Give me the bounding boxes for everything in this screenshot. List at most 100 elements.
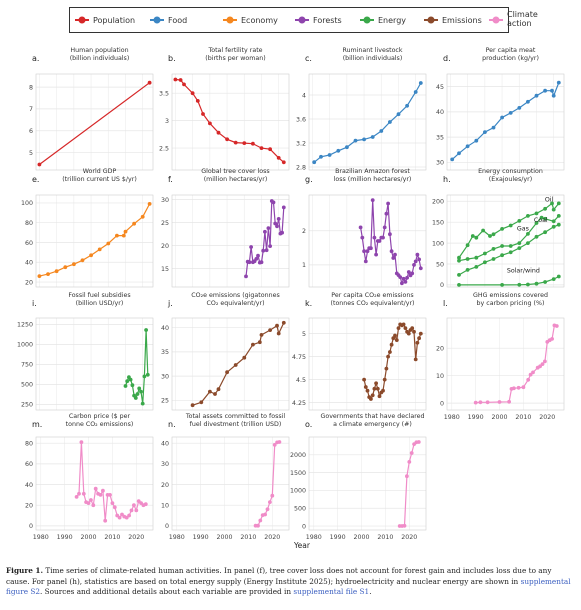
data-point xyxy=(556,214,561,218)
data-point xyxy=(543,206,547,211)
data-point xyxy=(534,93,539,98)
data-point xyxy=(263,512,267,517)
series xyxy=(362,322,423,401)
data-point xyxy=(374,381,378,386)
data-point xyxy=(140,214,145,219)
plot-frame xyxy=(35,317,154,411)
panel-letter: f. xyxy=(168,175,173,184)
y-tick-label: 20 xyxy=(161,482,169,489)
data-point xyxy=(358,225,363,230)
data-point xyxy=(407,460,412,464)
data-point xyxy=(538,364,542,369)
data-point xyxy=(365,388,370,393)
data-point xyxy=(115,233,119,238)
series xyxy=(358,198,423,286)
series-line xyxy=(39,82,150,165)
data-point xyxy=(473,400,478,405)
data-point xyxy=(481,228,485,233)
panel-title-line-1: Energy consumption xyxy=(478,168,543,175)
panel-b: b. Total fertility rate(births per woman)… xyxy=(159,47,290,171)
data-point xyxy=(144,328,149,332)
data-point xyxy=(133,396,138,400)
plot-area xyxy=(36,74,153,170)
x-tick-label: 1990 xyxy=(193,534,209,541)
panel-letter: k. xyxy=(305,299,312,308)
panel-title-line-2: CO₂ equivalent/yr) xyxy=(206,300,264,307)
x-tick-label: 2020 xyxy=(401,534,417,541)
panel-title-line-1: Global tree cover loss xyxy=(201,168,269,175)
data-point xyxy=(393,333,397,338)
data-point xyxy=(382,225,387,230)
data-point xyxy=(406,331,411,336)
panel-letter: m. xyxy=(32,420,42,429)
x-tick-label: 1980 xyxy=(444,414,460,421)
data-point xyxy=(363,385,368,389)
x-tick-label: 2020 xyxy=(539,414,555,421)
y-tick-label: 80 xyxy=(25,220,33,227)
plot-area xyxy=(447,318,564,410)
data-point xyxy=(213,392,217,396)
caption-link-file-s1[interactable]: supplemental file S1 xyxy=(293,587,370,597)
data-point xyxy=(97,247,102,252)
data-point xyxy=(539,215,544,220)
data-point xyxy=(526,241,530,246)
data-point xyxy=(281,320,286,325)
data-point xyxy=(401,276,406,281)
plot-area xyxy=(172,74,289,170)
caption-text-3: . xyxy=(369,587,372,597)
panel-f: f. Global tree cover loss(million hectare… xyxy=(161,168,290,288)
data-point xyxy=(130,383,135,388)
x-tick-label: 1980 xyxy=(306,534,322,541)
data-point xyxy=(143,502,148,507)
data-point xyxy=(551,219,556,224)
panel-title-line-1: Total assets committed to fossil xyxy=(185,413,286,420)
y-tick-label: 1000 xyxy=(17,342,33,349)
panel-title-line-1: Fossil fuel subsidies xyxy=(68,292,130,299)
panel-title-line-1: Human population xyxy=(70,47,128,54)
caption-link-figure-s2[interactable]: supplemental figure S2 xyxy=(6,576,571,597)
data-point xyxy=(491,257,496,261)
data-point xyxy=(381,235,385,240)
data-point xyxy=(263,229,267,234)
data-point xyxy=(370,198,375,203)
data-point xyxy=(517,246,522,251)
legend-label: Food xyxy=(168,16,187,25)
data-point xyxy=(403,280,408,284)
data-point xyxy=(550,88,554,93)
series xyxy=(312,81,423,165)
panel-title-line-1: Per capita CO₂e emissions xyxy=(331,292,413,299)
plot-area xyxy=(172,318,289,410)
legend-marker xyxy=(298,16,306,24)
y-tick-label: 250 xyxy=(21,402,33,409)
panel-letter: i. xyxy=(32,299,37,308)
y-tick-label: 40 xyxy=(436,109,444,116)
data-point xyxy=(259,260,264,265)
x-tick-label: 2000 xyxy=(354,534,370,541)
data-point xyxy=(272,443,277,447)
data-point xyxy=(412,263,416,267)
plot-frame xyxy=(308,194,427,288)
data-point xyxy=(554,324,559,328)
data-point xyxy=(199,400,204,405)
data-point xyxy=(128,377,133,382)
data-point xyxy=(389,249,394,254)
data-point xyxy=(417,336,421,341)
panel-title-line-2: by carbon pricing (%) xyxy=(477,300,545,307)
data-point xyxy=(281,160,286,165)
data-point xyxy=(508,223,513,228)
data-point xyxy=(465,144,470,149)
data-point xyxy=(139,389,143,394)
legend-marker xyxy=(78,16,86,24)
shared-x-axis-label: Year xyxy=(293,541,311,550)
data-point xyxy=(353,138,358,143)
plot-frame xyxy=(171,436,290,531)
panel-h: h. Energy consumption(Exajoules/yr) 0 50 100… xyxy=(432,168,565,289)
data-point xyxy=(108,493,112,497)
legend-marker xyxy=(427,16,435,24)
x-tick-label: 2020 xyxy=(128,534,144,541)
plot-frame xyxy=(308,317,427,411)
data-point xyxy=(413,90,418,94)
panel-title-line-2: loss (million hectares/yr) xyxy=(334,176,412,183)
data-point xyxy=(190,403,195,408)
